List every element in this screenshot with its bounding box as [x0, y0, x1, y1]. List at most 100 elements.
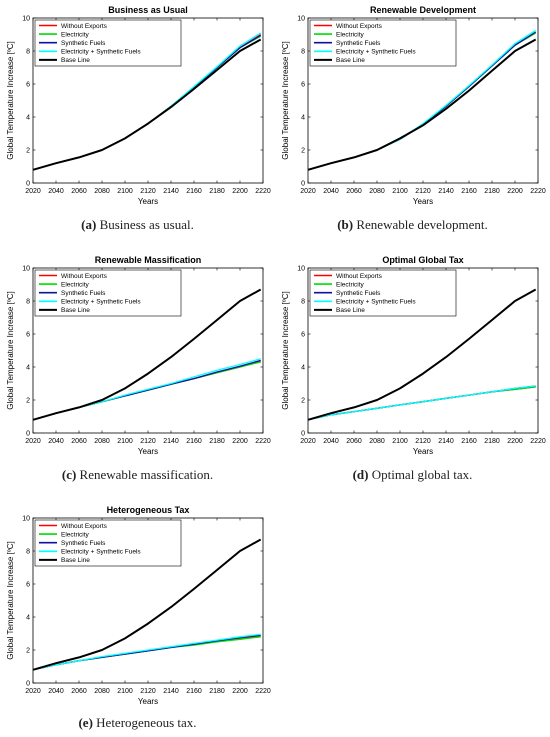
x-tick-label: 2160	[186, 688, 202, 695]
x-tick-label: 2200	[232, 688, 248, 695]
y-tick-label: 0	[26, 431, 30, 438]
legend-label: Electricity + Synthetic Fuels	[61, 299, 141, 306]
x-tick-label: 2200	[507, 188, 523, 195]
series-line-base-line	[32, 288, 262, 421]
series-line-base-line	[32, 38, 262, 171]
legend-label: Synthetic Fuels	[61, 40, 106, 47]
legend-label: Synthetic Fuels	[61, 290, 106, 297]
y-tick-label: 10	[22, 16, 30, 23]
y-tick-label: 4	[26, 615, 30, 622]
y-tick-label: 2	[26, 648, 30, 655]
legend-label: Base Line	[61, 307, 90, 314]
x-tick-label: 2200	[232, 188, 248, 195]
x-axis-label: Years	[413, 197, 433, 206]
legend-label: Synthetic Fuels	[336, 40, 381, 47]
caption-text: Heterogeneous tax.	[92, 715, 197, 730]
x-tick-label: 2040	[48, 188, 64, 195]
x-tick-label: 2100	[392, 438, 408, 445]
y-axis-label: Global Temperature Increase [ºC]	[6, 541, 15, 659]
y-tick-label: 4	[301, 365, 305, 372]
legend-label: Synthetic Fuels	[61, 540, 106, 547]
x-tick-label: 2140	[163, 438, 179, 445]
caption-text: Renewable development.	[353, 217, 488, 232]
y-tick-label: 6	[26, 582, 30, 589]
x-tick-label: 2140	[163, 688, 179, 695]
x-tick-label: 2040	[48, 688, 64, 695]
x-tick-label: 2180	[484, 188, 500, 195]
y-tick-label: 10	[297, 16, 305, 23]
caption-d: (d) Optimal global tax.	[275, 467, 550, 483]
x-tick-label: 2100	[117, 438, 133, 445]
caption-text: Renewable massification.	[76, 467, 214, 482]
x-axis-label: Years	[138, 447, 158, 456]
x-tick-label: 2120	[140, 188, 156, 195]
y-tick-label: 4	[26, 115, 30, 122]
legend-label: Base Line	[336, 57, 365, 64]
x-tick-label: 2180	[484, 438, 500, 445]
y-axis-label: Global Temperature Increase [ºC]	[6, 41, 15, 159]
legend-box	[34, 269, 182, 317]
caption-letter: (d)	[352, 467, 369, 482]
legend-label: Without Exports	[61, 273, 108, 280]
x-axis-label: Years	[413, 447, 433, 456]
legend-label: Without Exports	[336, 273, 383, 280]
x-tick-label: 2140	[163, 188, 179, 195]
chart-panel-business-as-usual: Business as Usual 2020 2040 2060 2080 2100 212…	[0, 0, 275, 245]
chart-title: Optimal Global Tax	[382, 255, 463, 265]
x-tick-label: 2160	[186, 188, 202, 195]
x-tick-label: 2120	[415, 438, 431, 445]
series-line-electricity-synthetic-fuels	[307, 385, 536, 421]
y-tick-label: 8	[26, 49, 30, 56]
series-line-base-line	[307, 288, 537, 421]
chart-renewable-massification: Renewable Massification 2020 2040 2060 2080 2…	[6, 255, 271, 456]
legend-label: Without Exports	[61, 523, 108, 530]
x-tick-label: 2120	[415, 188, 431, 195]
legend-label: Electricity + Synthetic Fuels	[61, 49, 141, 56]
x-tick-label: 2200	[232, 438, 248, 445]
x-tick-label: 2160	[461, 188, 477, 195]
chart-title: Heterogeneous Tax	[107, 505, 190, 515]
x-tick-label: 2220	[255, 438, 271, 445]
y-tick-label: 8	[301, 49, 305, 56]
series-line-base-line	[307, 38, 537, 171]
caption-c: (c) Renewable massification.	[0, 467, 275, 483]
series-line-electricity-synthetic-fuels	[32, 633, 261, 671]
chart-title: Renewable Development	[370, 5, 476, 15]
x-tick-label: 2220	[530, 188, 546, 195]
x-axis-label: Years	[138, 197, 158, 206]
caption-a: (a) Business as usual.	[0, 217, 275, 233]
legend-label: Electricity	[61, 531, 90, 538]
legend-label: Electricity	[61, 31, 90, 38]
chart-panel-optimal-global-tax: Optimal Global Tax 2020 2040 2060 2080 2100 21…	[275, 250, 550, 495]
legend-label: Synthetic Fuels	[336, 290, 381, 297]
x-axis-label: Years	[138, 697, 158, 706]
y-tick-label: 4	[26, 365, 30, 372]
legend-label: Electricity	[336, 31, 365, 38]
y-tick-label: 0	[26, 181, 30, 188]
x-tick-label: 2120	[140, 688, 156, 695]
caption-letter: (b)	[337, 217, 354, 232]
legend-label: Electricity + Synthetic Fuels	[336, 299, 416, 306]
x-tick-label: 2140	[438, 438, 454, 445]
y-tick-label: 8	[301, 299, 305, 306]
y-tick-label: 2	[301, 148, 305, 155]
y-tick-label: 8	[26, 299, 30, 306]
chart-title: Renewable Massification	[95, 255, 202, 265]
caption-b: (b) Renewable development.	[275, 217, 550, 233]
y-tick-label: 0	[26, 681, 30, 688]
legend-box	[309, 19, 457, 67]
y-tick-label: 6	[301, 332, 305, 339]
x-tick-label: 2020	[300, 188, 316, 195]
x-tick-label: 2020	[25, 188, 41, 195]
x-tick-label: 2060	[71, 188, 87, 195]
x-tick-label: 2040	[323, 438, 339, 445]
legend-box	[309, 269, 457, 317]
y-tick-label: 2	[26, 148, 30, 155]
legend-label: Without Exports	[336, 23, 383, 30]
caption-text: Business as usual.	[96, 217, 194, 232]
legend-label: Electricity + Synthetic Fuels	[336, 49, 416, 56]
legend-label: Electricity + Synthetic Fuels	[61, 549, 141, 556]
